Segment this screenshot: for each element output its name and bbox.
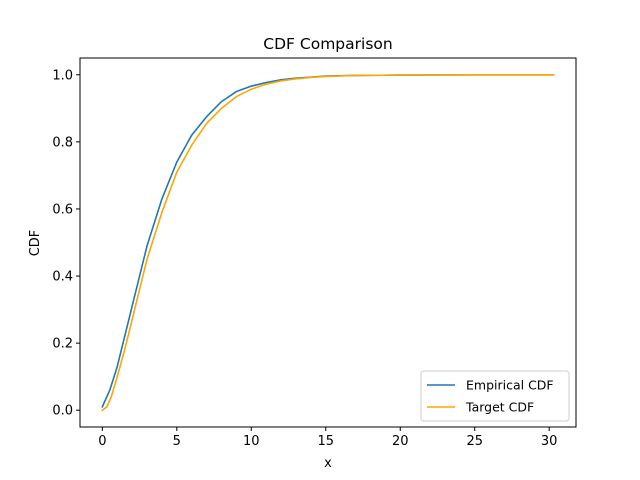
legend-label-1: Empirical CDF — [466, 378, 554, 393]
x-tick-label: 25 — [466, 434, 483, 449]
x-axis-ticks: 0 5 10 15 20 25 30 — [98, 427, 557, 449]
x-tick-label: 10 — [243, 434, 260, 449]
chart-title: CDF Comparison — [263, 35, 392, 53]
y-tick-label: 0.2 — [52, 337, 73, 352]
x-tick-label: 5 — [173, 434, 181, 449]
x-tick-label: 30 — [541, 434, 558, 449]
y-tick-label: 0.0 — [52, 404, 73, 419]
y-tick-label: 0.8 — [52, 135, 73, 150]
x-tick-label: 0 — [98, 434, 106, 449]
axes-frame — [79, 57, 577, 428]
x-tick-label: 15 — [317, 434, 334, 449]
legend-box — [420, 370, 570, 422]
legend-label-2: Target CDF — [465, 400, 534, 415]
series-line-2 — [101, 73, 555, 412]
y-axis-label: CDF — [28, 230, 43, 257]
x-axis-label: x — [324, 456, 332, 471]
plot-area — [101, 73, 555, 412]
y-tick-label: 0.4 — [52, 270, 73, 285]
y-tick-label: 0.6 — [52, 202, 73, 217]
axes — [79, 57, 577, 428]
y-axis-ticks: 0.0 0.2 0.4 0.6 0.8 1.0 — [52, 68, 80, 419]
y-tick-label: 1.0 — [52, 68, 73, 83]
legend: Empirical CDF Target CDF — [420, 370, 570, 422]
x-tick-label: 20 — [392, 434, 409, 449]
